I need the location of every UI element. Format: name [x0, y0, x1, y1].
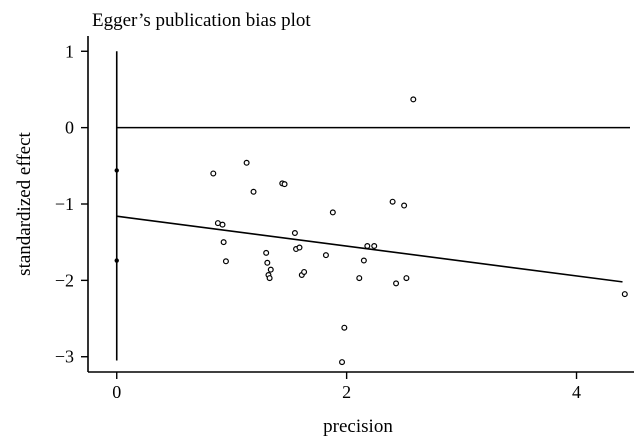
study-point: [322, 252, 329, 259]
study-point: [403, 275, 410, 282]
study-point: [371, 243, 378, 250]
study-point: [219, 221, 226, 228]
study-point: [250, 188, 257, 195]
study-point: [291, 230, 298, 237]
study-point: [364, 243, 371, 250]
study-point: [243, 159, 250, 166]
x-tick-label: 2: [342, 382, 351, 402]
y-tick-label: 1: [65, 41, 74, 61]
chart-title: Egger’s publication bias plot: [92, 10, 311, 31]
study-point: [296, 244, 303, 251]
y-axis-title: standardized effect: [14, 131, 35, 275]
study-point: [210, 170, 217, 177]
x-axis-title: precision: [323, 416, 393, 437]
study-point: [281, 181, 288, 188]
study-point: [220, 239, 227, 246]
plot-layer: 1 0 −1 −2 −3 0 2 4: [55, 36, 634, 402]
study-point: [356, 275, 363, 282]
y-tick-label: −1: [55, 194, 74, 214]
study-point: [389, 198, 396, 205]
study-point: [341, 324, 348, 331]
study-point: [267, 266, 274, 273]
study-point: [393, 280, 400, 287]
study-point: [222, 258, 229, 265]
study-point: [339, 359, 346, 366]
study-point: [410, 96, 417, 103]
study-point: [329, 209, 336, 216]
intercept-point: [114, 258, 119, 263]
regression-line: [116, 215, 623, 283]
study-point: [266, 275, 273, 282]
study-point: [401, 202, 408, 209]
intercept-point: [114, 168, 119, 173]
study-point: [263, 249, 270, 256]
study-point: [360, 257, 367, 264]
y-tick-label: 0: [65, 118, 74, 138]
x-tick-label: 0: [112, 382, 121, 402]
study-point: [301, 268, 308, 275]
y-tick-label: −2: [55, 270, 74, 290]
y-tick-label: −3: [55, 347, 74, 367]
study-point: [621, 291, 628, 298]
study-point: [264, 259, 271, 266]
x-tick-label: 4: [572, 382, 581, 402]
